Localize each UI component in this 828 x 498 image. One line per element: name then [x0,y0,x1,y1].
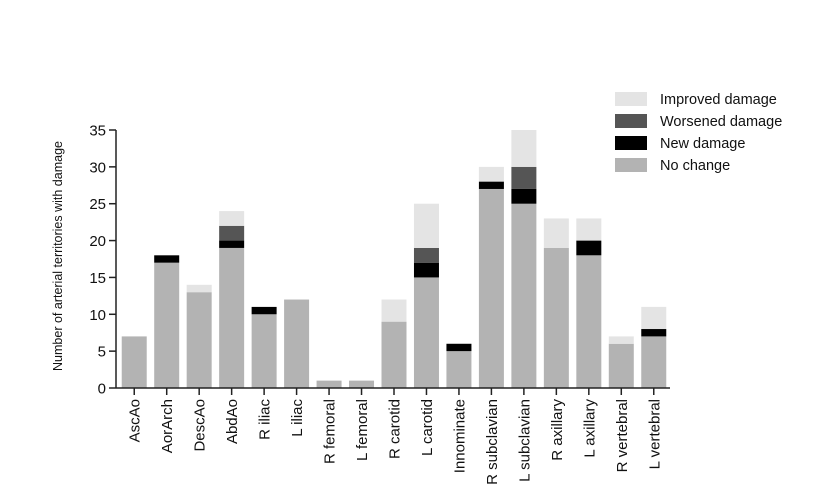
legend: Improved damage Worsened damage New damage… [615,92,782,174]
legend-label: Improved damage [660,92,777,108]
x-tick-label: R subclavian [484,399,501,485]
bar-segment-no-change [446,351,472,388]
bar-segment-no-change [543,247,569,388]
x-tick-label: R vertebral [614,399,631,472]
bar-segment-improved-damage [576,218,602,241]
x-tick-label: DescAo [192,399,209,452]
y-tick-label: 15 [89,270,106,287]
bar-segment-improved-damage [186,284,212,293]
bar-segment-improved-damage [478,166,504,182]
y-axis-title: Number of arterial territories with dama… [51,141,65,371]
y-tick-label: 35 [89,123,106,140]
bar-segment-new-damage [219,240,245,248]
x-tick-label: R axillary [549,399,566,461]
bar-segment-new-damage [446,343,472,352]
bar-segment-new-damage [511,188,537,204]
x-tick-label: R carotid [387,399,404,459]
bar-segment-new-damage [154,255,180,263]
legend-label: Worsened damage [660,114,782,130]
bar-segment-new-damage [478,181,504,189]
x-tick-label: L vertebral [646,399,663,469]
bar-segment-improved-damage [413,203,439,248]
bar-segment-worsened-damage [413,247,439,263]
x-tick-label: L carotid [419,399,436,456]
x-tick-label: L axillary [581,399,598,458]
bar-segment-no-change [608,343,634,388]
bar-segment-no-change [186,292,212,388]
bar-segment-improved-damage [381,299,407,322]
y-axis: 0 5 10 15 20 25 30 35 [89,123,117,398]
bar-segment-worsened-damage [511,166,537,189]
bar-segment-no-change [413,277,439,388]
x-tick-label: R femoral [322,399,339,464]
bar-segment-new-damage [413,262,439,278]
bar-segment-new-damage [251,306,277,315]
legend-swatch [615,158,647,172]
bar-segment-no-change [349,380,375,388]
x-tick-label: AscAo [127,399,144,442]
bar-segment-no-change [511,203,537,388]
legend-label: New damage [660,136,745,152]
legend-swatch [615,136,647,150]
x-tick-label: R iliac [257,399,274,440]
bar-segment-no-change [478,188,504,388]
legend-swatch [615,114,647,128]
y-tick-label: 5 [98,344,106,361]
x-axis: AscAo AorArch DescAo AbdAo R iliac L iliac R f… [116,387,670,485]
y-tick-label: 20 [89,233,106,250]
bar-segment-no-change [219,247,245,388]
x-tick-label: AorArch [159,399,176,453]
x-tick-label: AbdAo [224,399,241,444]
legend-swatch [615,92,647,106]
bar-segment-improved-damage [608,336,634,344]
bar-segment-new-damage [641,329,667,337]
x-tick-label: L iliac [289,399,306,437]
x-tick-label: L femoral [354,399,371,461]
y-tick-label: 10 [89,307,106,324]
bar-segment-no-change [316,380,342,388]
bar-segment-no-change [641,336,667,388]
x-tick-label: Innominate [451,399,468,473]
bar-segment-worsened-damage [219,225,245,241]
bar-segment-no-change [121,336,147,388]
bar-segment-improved-damage [511,130,537,167]
bar-segment-improved-damage [543,218,569,248]
y-tick-label: 25 [89,196,106,213]
bar-segment-no-change [381,321,407,388]
bar-segment-no-change [576,255,602,388]
bar-segment-new-damage [576,240,602,256]
bar-segment-no-change [154,262,180,388]
bars [121,130,667,388]
bar-segment-no-change [284,299,310,388]
bar-segment-no-change [251,314,277,388]
legend-label: No change [660,158,730,174]
y-tick-label: 0 [98,381,106,398]
x-tick-label: L subclavian [516,399,533,482]
bar-segment-improved-damage [219,211,245,226]
bar-segment-improved-damage [641,306,667,330]
y-tick-label: 30 [89,159,106,176]
